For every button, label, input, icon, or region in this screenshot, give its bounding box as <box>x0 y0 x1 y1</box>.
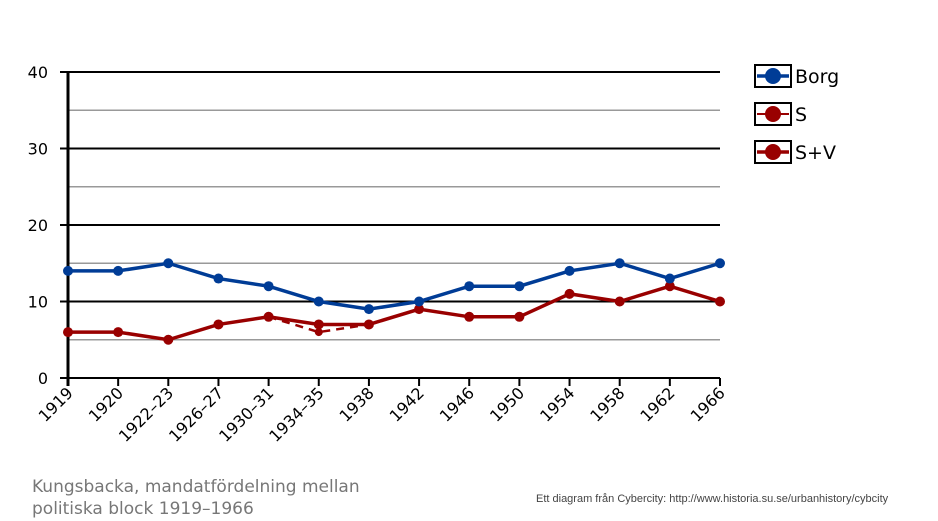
series-line-borg <box>68 261 721 311</box>
data-point <box>564 265 575 276</box>
data-point <box>564 288 575 299</box>
y-tick-label: 0 <box>38 369 48 388</box>
data-point <box>113 265 124 276</box>
x-tick-label: 1938 <box>336 383 378 425</box>
data-point <box>263 281 274 292</box>
data-point <box>715 258 725 269</box>
data-point <box>614 296 625 307</box>
x-tick-label: 1934–35 <box>265 383 327 445</box>
data-point <box>213 319 224 330</box>
data-point <box>363 304 374 315</box>
data-point <box>414 296 425 307</box>
x-tick-label: 1954 <box>536 383 578 425</box>
data-point <box>514 281 525 292</box>
legend-marker <box>765 106 781 122</box>
caption-line-2: politiska block 1919–1966 <box>32 499 254 519</box>
chart-caption: Kungsbacka, mandatfördelning mellan poli… <box>32 476 432 520</box>
x-tick-label: 1958 <box>586 383 628 425</box>
data-point <box>363 319 374 330</box>
data-point <box>414 304 425 315</box>
data-point <box>715 296 725 307</box>
data-point <box>163 258 174 269</box>
data-point <box>63 327 73 338</box>
y-tick-label: 40 <box>28 63 48 82</box>
data-point <box>163 334 174 345</box>
x-tick-label: 1946 <box>436 383 478 425</box>
data-point <box>464 311 475 322</box>
y-tick-label: 20 <box>28 216 48 235</box>
legend-label: S+V <box>795 142 836 164</box>
x-tick-label: 1966 <box>687 383 729 425</box>
x-tick-label: 1919 <box>35 383 77 425</box>
x-tick-label: 1942 <box>386 383 428 425</box>
series-line-s-v <box>68 284 721 342</box>
legend-marker <box>765 144 781 160</box>
series-line-s <box>268 315 370 334</box>
data-point <box>313 296 324 307</box>
data-point <box>664 281 675 292</box>
data-point <box>213 273 224 284</box>
x-tick-label: 1920 <box>85 383 127 425</box>
y-tick-label: 30 <box>28 140 48 159</box>
credit-text: Ett diagram från Cybercity: http://www.h… <box>536 493 889 505</box>
data-point <box>313 319 324 330</box>
x-tick-label: 1950 <box>486 383 528 425</box>
data-point <box>664 273 675 284</box>
data-point <box>314 328 323 337</box>
caption-line-1: Kungsbacka, mandatfördelning mellan <box>32 477 360 497</box>
data-point <box>113 327 124 338</box>
legend-label: S <box>795 104 807 126</box>
data-point <box>514 311 525 322</box>
data-point <box>263 311 274 322</box>
data-point <box>614 258 625 269</box>
x-tick-label: 1962 <box>636 383 678 425</box>
data-point <box>464 281 475 292</box>
data-point <box>63 265 73 276</box>
legend-label: Borg <box>795 66 839 88</box>
legend-marker <box>765 68 781 84</box>
y-tick-label: 10 <box>28 293 48 312</box>
